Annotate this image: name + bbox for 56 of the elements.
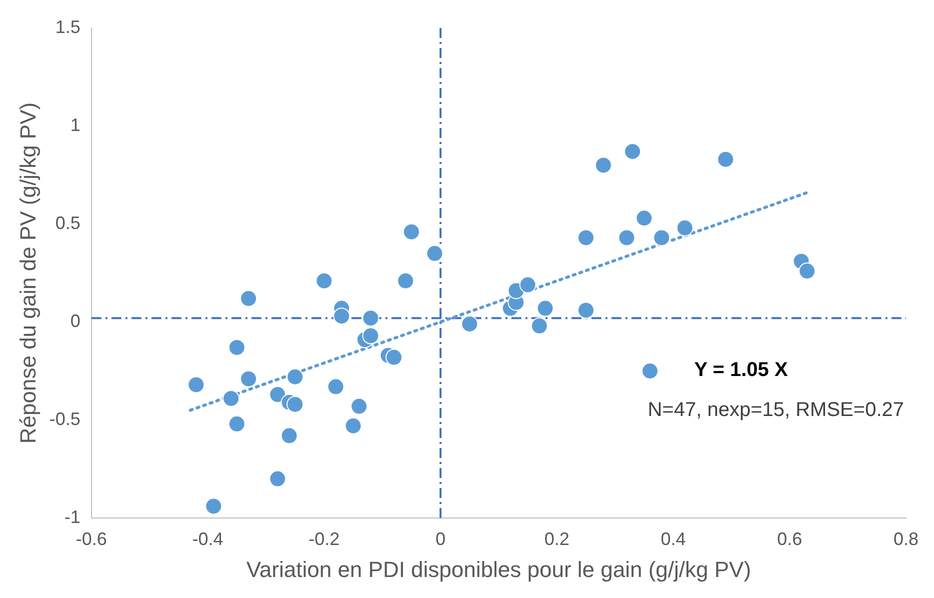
x-tick-label: -0.2: [308, 528, 340, 549]
x-tick-label: 0.8: [893, 528, 919, 549]
point: [577, 302, 594, 319]
point: [717, 150, 734, 168]
x-tick-label: -0.6: [76, 528, 107, 549]
point: [402, 223, 420, 240]
point: [240, 370, 258, 388]
point: [280, 427, 298, 444]
annotation: Y = 1.05 X: [694, 358, 788, 381]
point: [228, 415, 246, 432]
point: [240, 290, 258, 307]
point: [269, 470, 286, 488]
point: [205, 498, 222, 515]
point: [577, 229, 594, 246]
y-tick-label: 1: [70, 114, 80, 135]
y-tick-label: 0: [70, 310, 80, 331]
point: [519, 276, 536, 294]
point: [536, 300, 554, 317]
point: [362, 327, 380, 344]
point: [653, 229, 670, 246]
point: [641, 362, 658, 380]
point: [350, 398, 368, 415]
annotation: N=47, nexp=15, RMSE=0.27: [648, 398, 904, 421]
point: [188, 376, 205, 394]
point: [327, 378, 344, 396]
y-tick-label: -1: [64, 506, 80, 527]
point: [269, 386, 286, 404]
point: [461, 315, 478, 332]
x-tick-label: 0.2: [544, 528, 570, 549]
point: [228, 338, 246, 356]
x-tick-label: 0.6: [777, 528, 802, 549]
point: [624, 142, 642, 160]
point: [286, 396, 304, 413]
point: [676, 219, 694, 236]
point: [385, 348, 402, 366]
point: [594, 156, 612, 174]
point: [636, 210, 653, 227]
x-tick-label: -0.4: [192, 528, 224, 549]
y-tick-label: -0.5: [49, 408, 80, 429]
point: [222, 390, 240, 407]
point: [798, 262, 816, 280]
point: [286, 368, 304, 386]
y-tick-label: 0.5: [55, 212, 80, 233]
point: [618, 229, 636, 246]
point: [362, 310, 380, 327]
x-tick-label: 0.4: [660, 528, 686, 549]
y-axis-title: Réponse du gain de PV (g/j/kg PV): [15, 102, 40, 444]
y-tick-label: 1.5: [55, 16, 80, 37]
point: [316, 272, 333, 290]
point: [426, 244, 444, 262]
point: [333, 308, 350, 325]
x-axis-title: Variation en PDI disponibles pour le gain (g/j/kg PV): [246, 556, 752, 582]
x-tick-label: 0: [436, 528, 446, 549]
point: [530, 317, 548, 334]
point: [344, 417, 362, 434]
point: [397, 272, 414, 290]
